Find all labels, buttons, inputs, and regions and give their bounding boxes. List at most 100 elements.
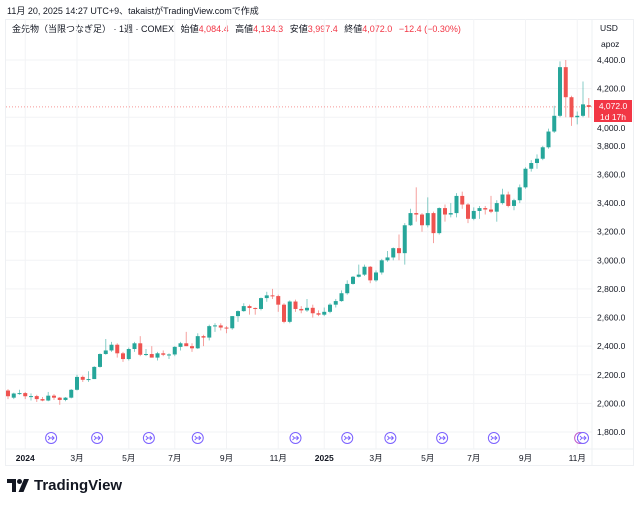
candle	[270, 288, 275, 299]
candle	[40, 396, 45, 402]
event-marker-icon[interactable]	[289, 432, 302, 444]
candle-body	[494, 203, 499, 212]
candle-body	[224, 327, 229, 329]
candle-body	[540, 147, 545, 159]
candle-body	[299, 308, 304, 311]
candle-body	[80, 376, 85, 380]
candle	[293, 299, 298, 312]
candle	[86, 371, 91, 382]
candle-body	[552, 115, 557, 132]
candle	[6, 389, 10, 400]
currency-label[interactable]: USD	[600, 23, 618, 33]
symbol-legend: 金先物（当限つなぎ足） · 1週 · COMEX 始値4,084.4 高値4,1…	[12, 22, 461, 35]
candle-body	[69, 389, 74, 398]
candle-body	[259, 298, 263, 309]
candle-body	[218, 325, 223, 328]
price-tick-label: 3,000.0	[597, 255, 626, 265]
candle	[379, 258, 384, 275]
candle-body	[109, 344, 114, 351]
candle	[328, 303, 332, 314]
candle-body	[425, 213, 430, 226]
candle	[11, 392, 16, 400]
candle	[69, 389, 74, 399]
candle	[535, 154, 539, 169]
candle	[333, 298, 338, 308]
candle-body	[529, 163, 534, 169]
time-tick-label: 7月	[467, 453, 480, 463]
candle	[351, 276, 355, 285]
price-tick-label: 2,800.0	[597, 284, 626, 294]
candle	[460, 191, 465, 209]
candle-body	[489, 209, 493, 212]
candle	[92, 366, 97, 380]
candle	[218, 323, 223, 331]
event-arrow	[490, 435, 498, 441]
symbol-name[interactable]: 金先物（当限つなぎ足）	[12, 24, 112, 34]
candle	[259, 297, 263, 311]
price-tick-label: 4,400.0	[597, 55, 626, 65]
candle-body	[345, 283, 350, 294]
candle-body	[460, 195, 465, 205]
candle	[523, 167, 528, 189]
candle	[339, 290, 344, 302]
candle	[207, 324, 212, 341]
price-tick-label: 2,000.0	[597, 398, 626, 408]
candle-body	[270, 295, 275, 297]
candle-body	[29, 396, 33, 398]
candle	[563, 60, 568, 118]
candle-body	[201, 336, 206, 338]
candle-body	[92, 366, 97, 380]
candle-body	[138, 343, 143, 355]
candle-body	[506, 194, 511, 206]
tradingview-logo-icon	[7, 479, 29, 492]
candle-body	[328, 304, 332, 312]
time-tick-label: 11月	[569, 453, 586, 463]
candle-body	[523, 168, 528, 188]
candle-body	[23, 393, 28, 397]
candle-body	[408, 213, 413, 226]
candle-body	[437, 208, 442, 234]
candle	[109, 341, 114, 352]
candlestick-chart[interactable]: 1,800.0 2,000.0 2,200.0 2,400.0 2,600.0 2,800…	[0, 0, 640, 470]
bar-countdown: 1d 17h	[600, 111, 626, 122]
event-marker-icon[interactable]	[341, 432, 354, 444]
candle-body	[40, 399, 45, 401]
unit-label[interactable]: apoz	[601, 39, 620, 49]
candle	[454, 193, 459, 218]
candle-body	[535, 158, 539, 164]
candle-body	[483, 208, 488, 210]
candle	[374, 270, 378, 282]
candle	[144, 349, 148, 357]
candle-body	[368, 266, 373, 281]
candle-body	[34, 396, 39, 400]
event-marker-icon[interactable]	[142, 432, 155, 444]
candle-body	[75, 376, 79, 390]
candle-body	[144, 354, 148, 356]
tradingview-logo[interactable]: TradingView	[7, 477, 122, 494]
event-marker-icon[interactable]	[436, 432, 449, 444]
candle	[63, 396, 68, 402]
event-marker-icon[interactable]	[577, 432, 589, 444]
candle	[402, 223, 407, 265]
candle-body	[569, 97, 574, 118]
candle	[345, 280, 350, 295]
event-marker-icon[interactable]	[384, 432, 397, 444]
candle-body	[155, 353, 160, 358]
candle	[506, 191, 511, 208]
candle-body	[517, 187, 522, 201]
candle-body	[195, 336, 200, 349]
price-tick-label: 4,200.0	[597, 84, 626, 94]
interval-exchange: · 1週 · COMEX	[113, 24, 175, 34]
event-marker-icon[interactable]	[91, 432, 104, 444]
event-marker-icon[interactable]	[45, 432, 58, 444]
candle-body	[333, 301, 338, 305]
time-tick-label: 5月	[122, 453, 135, 463]
candle	[287, 300, 292, 324]
candle	[477, 205, 482, 219]
event-marker-icon[interactable]	[487, 432, 500, 444]
event-marker-icon[interactable]	[191, 432, 204, 444]
candle-body	[115, 344, 120, 354]
candle-body	[184, 343, 189, 347]
close-label: 終値	[344, 24, 363, 34]
candle	[57, 396, 62, 405]
